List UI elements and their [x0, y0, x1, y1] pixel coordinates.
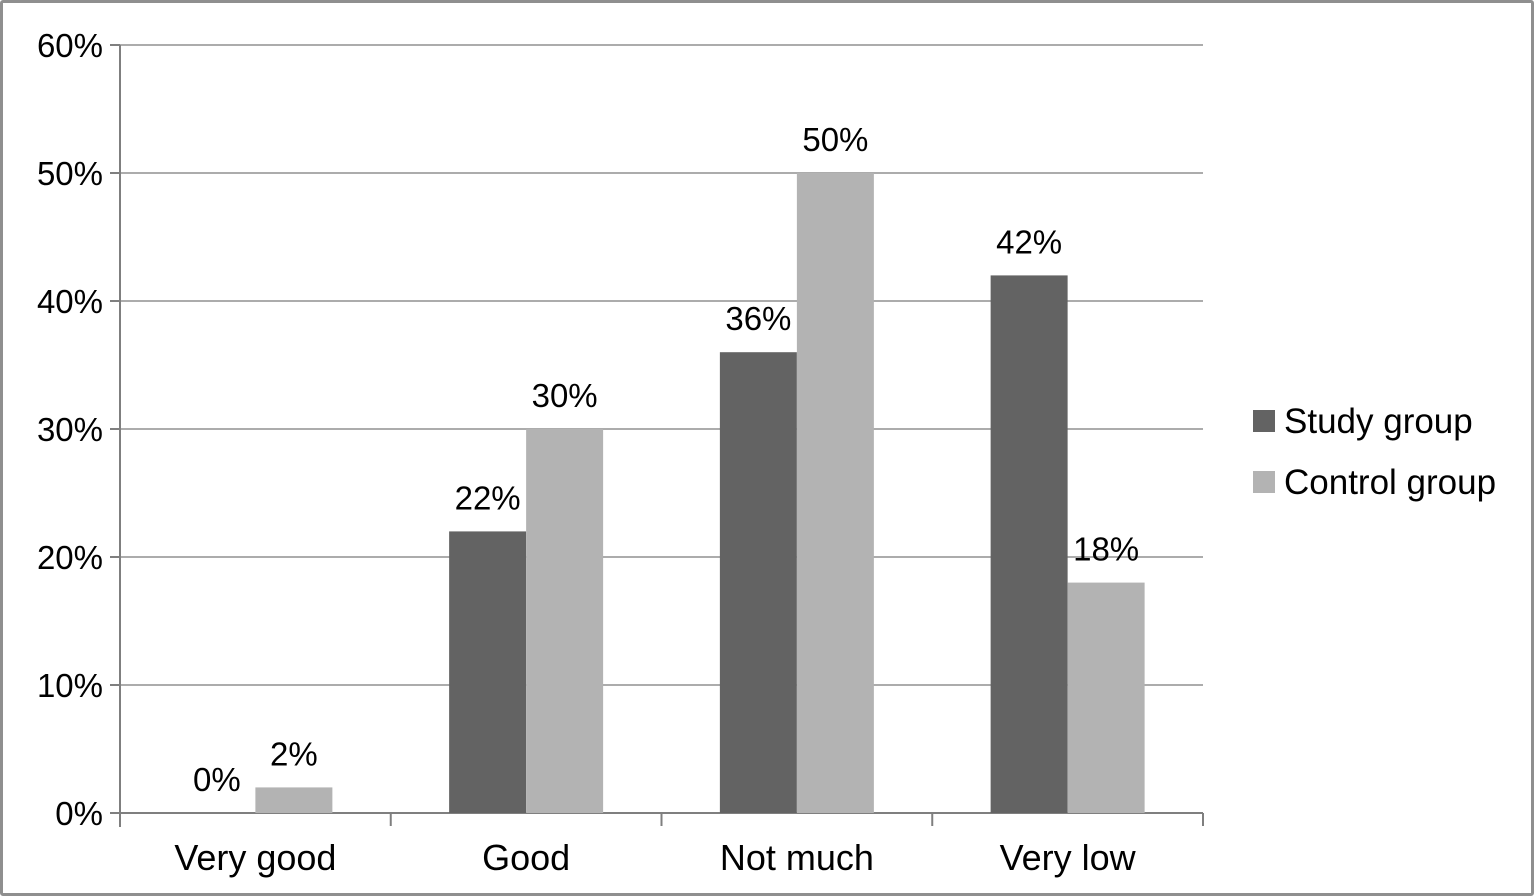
bar-chart: 0% 10% 20% 30% 40% 50% 60% Very good 0% 2% Good 22%… — [37, 27, 1204, 878]
legend-swatch-control-group-icon — [1253, 471, 1275, 493]
bar-study-group — [719, 352, 797, 813]
y-axis-tick-label: 10% — [37, 667, 103, 704]
x-axis-category-label: Very low — [1000, 837, 1137, 878]
bar-control-group — [1067, 582, 1145, 813]
bar-data-label: 0% — [193, 761, 241, 798]
bar-data-label: 30% — [532, 377, 598, 414]
legend-label-study-group: Study group — [1284, 401, 1473, 441]
x-axis-category-label: Good — [482, 837, 570, 878]
bar-data-label: 42% — [996, 223, 1062, 260]
x-axis-category-label: Not much — [720, 837, 874, 878]
bar-control-group — [526, 429, 604, 813]
y-axis-tick-label: 60% — [37, 27, 103, 64]
legend-item-study-group: Study group — [1253, 399, 1496, 443]
bar-data-label: 22% — [455, 479, 521, 516]
y-axis-tick-label: 50% — [37, 155, 103, 192]
bar-control-group — [796, 173, 874, 813]
legend-item-control-group: Control group — [1253, 460, 1496, 504]
x-axis-category-label: Very good — [174, 837, 336, 878]
bar-data-label: 18% — [1073, 531, 1139, 568]
bar-data-label: 50% — [802, 121, 868, 158]
y-axis-tick-label: 40% — [37, 283, 103, 320]
y-axis-tick-label: 20% — [37, 539, 103, 576]
bar-study-group — [990, 275, 1068, 813]
y-axis-tick-label: 30% — [37, 411, 103, 448]
bar-study-group — [449, 531, 527, 813]
bar-control-group — [255, 787, 333, 813]
bar-data-label: 36% — [725, 300, 791, 337]
legend-swatch-study-group-icon — [1253, 410, 1275, 432]
y-axis-tick-label: 0% — [55, 795, 103, 832]
legend: Study group Control group — [1253, 399, 1496, 504]
bar-data-label: 2% — [270, 735, 318, 772]
legend-label-control-group: Control group — [1284, 462, 1497, 502]
